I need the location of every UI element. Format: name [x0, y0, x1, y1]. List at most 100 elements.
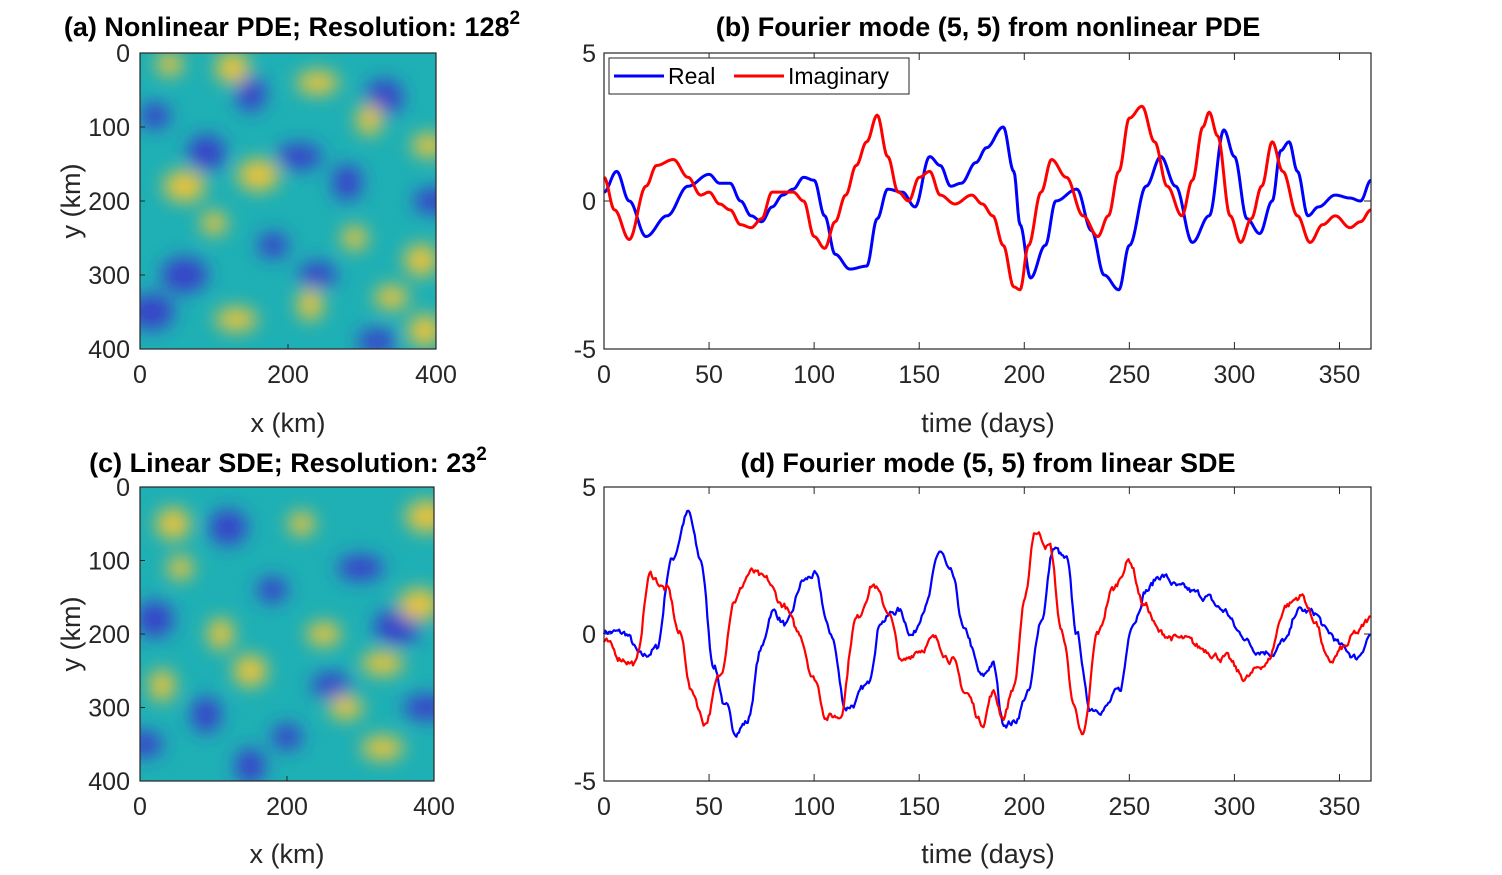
- x-tick-label: 200: [267, 361, 309, 389]
- panel-a-title: (a) Nonlinear PDE; Resolution: 1282: [64, 8, 520, 42]
- x-tick-label: 300: [1214, 793, 1256, 821]
- x-tick-label: 200: [266, 793, 308, 821]
- y-tick-label: 400: [88, 336, 130, 364]
- x-tick-label: 100: [793, 361, 835, 389]
- y-tick-label: 100: [88, 114, 130, 142]
- heatmap-high-region: [411, 133, 436, 158]
- y-tick-label: 5: [582, 474, 596, 502]
- legend-imaginary-label: Imaginary: [788, 63, 889, 89]
- heatmap-high-region: [404, 244, 436, 277]
- heatmap-low-region: [258, 232, 289, 259]
- panel-c-heatmap: (c) Linear SDE; Resolution: 232 0 200 4000…: [56, 444, 487, 869]
- heatmap-high-region: [156, 507, 191, 540]
- y-tick-label: 300: [88, 262, 130, 290]
- heatmap-high-region: [296, 70, 339, 95]
- y-tick-label: 200: [88, 188, 130, 216]
- heatmap-low-region: [337, 554, 384, 581]
- heatmap-high-region: [163, 170, 206, 203]
- x-tick-label: 350: [1319, 793, 1361, 821]
- x-tick-label: 300: [1214, 361, 1256, 389]
- panel-c-title-sup: 2: [476, 444, 487, 465]
- heatmap-high-region: [361, 651, 404, 676]
- y-tick-label: 5: [582, 40, 596, 68]
- heatmap-high-region: [398, 588, 434, 621]
- heatmap-low-region: [140, 731, 163, 758]
- panel-d-lines: [602, 509, 1372, 738]
- heatmap-high-region: [374, 285, 409, 310]
- y-tick-label: 100: [88, 548, 130, 576]
- y-tick-label: 400: [88, 768, 130, 796]
- y-tick-label: 0: [582, 188, 596, 216]
- panel-b-line-chart: (b) Fourier mode (5, 5) from nonlinear P…: [574, 12, 1372, 438]
- panel-a-heatmap: (a) Nonlinear PDE; Resolution: 1282 0 200…: [56, 8, 520, 438]
- heatmap-low-region: [403, 694, 434, 721]
- x-tick-label: 150: [898, 361, 940, 389]
- heatmap-high-region: [306, 622, 341, 646]
- panel-a-ylabel: y (km): [56, 164, 86, 239]
- heatmap-high-region: [215, 53, 250, 84]
- heatmap-high-region: [341, 226, 368, 250]
- panel-c-ylabel: y (km): [56, 597, 86, 672]
- panel-d-line-chart: (d) Fourier mode (5, 5) from linear SDE …: [574, 448, 1372, 869]
- heatmap-high-region: [297, 288, 324, 321]
- panel-d-xlabel: time (days): [921, 839, 1055, 869]
- panel-d-title: (d) Fourier mode (5, 5) from linear SDE: [740, 448, 1235, 478]
- heatmap-high-region: [156, 53, 183, 77]
- legend-real-label: Real: [668, 63, 715, 89]
- x-tick-label: 0: [597, 361, 611, 389]
- panel-a-field: [140, 53, 436, 349]
- heatmap-low-region: [413, 188, 436, 214]
- heatmap-high-region: [215, 307, 258, 332]
- y-tick-label: 300: [88, 695, 130, 723]
- x-tick-label: 400: [413, 793, 455, 821]
- heatmap-high-region: [201, 211, 227, 236]
- heatmap-high-region: [405, 500, 434, 533]
- heatmap-low-region: [140, 601, 174, 638]
- panel-b-lines: [603, 104, 1372, 292]
- panel-a-title-main: (a) Nonlinear PDE; Resolution: 128: [64, 12, 510, 42]
- heatmap-high-region: [407, 314, 436, 347]
- heatmap-low-region: [236, 75, 266, 112]
- panel-b-legend: Real Imaginary: [608, 57, 910, 95]
- heatmap-high-region: [149, 669, 176, 702]
- y-tick-label: -5: [574, 768, 596, 796]
- series-line-imaginary: [603, 104, 1372, 292]
- y-tick-label: 0: [582, 621, 596, 649]
- x-tick-label: 250: [1108, 361, 1150, 389]
- x-tick-label: 250: [1108, 793, 1150, 821]
- heatmap-low-region: [140, 102, 170, 129]
- x-tick-label: 50: [695, 793, 723, 821]
- heatmap-low-region: [140, 294, 175, 330]
- x-tick-label: 0: [133, 361, 147, 389]
- heatmap-low-region: [187, 134, 226, 171]
- heatmap-high-region: [167, 555, 194, 580]
- x-tick-label: 0: [133, 793, 147, 821]
- y-tick-label: 200: [88, 621, 130, 649]
- panel-b-xlabel: time (days): [921, 408, 1055, 438]
- y-tick-label: -5: [574, 336, 596, 364]
- series-line-real: [602, 509, 1371, 738]
- heatmap-low-region: [298, 262, 337, 288]
- heatmap-high-region: [328, 695, 363, 720]
- x-tick-label: 200: [1003, 361, 1045, 389]
- heatmap-low-region: [276, 143, 323, 170]
- panel-c-xlabel: x (km): [250, 839, 325, 869]
- heatmap-low-region: [161, 257, 208, 293]
- y-tick-label: 0: [116, 40, 130, 68]
- panel-c-title: (c) Linear SDE; Resolution: 232: [89, 444, 487, 478]
- heatmap-low-region: [312, 672, 351, 699]
- x-tick-label: 50: [695, 361, 723, 389]
- heatmap-high-region: [207, 618, 234, 650]
- heatmap-high-region: [233, 654, 268, 687]
- panel-c-title-main: (c) Linear SDE; Resolution: 23: [89, 448, 476, 478]
- heatmap-low-region: [257, 576, 288, 603]
- heatmap-low-region: [191, 696, 222, 733]
- panel-a-xlabel: x (km): [251, 408, 326, 438]
- panel-b-title: (b) Fourier mode (5, 5) from nonlinear P…: [716, 12, 1261, 42]
- panel-b-axes-box: [603, 52, 1372, 350]
- x-tick-label: 400: [415, 361, 457, 389]
- heatmap-low-region: [235, 748, 266, 781]
- heatmap-high-region: [288, 511, 315, 536]
- heatmap-low-region: [357, 328, 396, 349]
